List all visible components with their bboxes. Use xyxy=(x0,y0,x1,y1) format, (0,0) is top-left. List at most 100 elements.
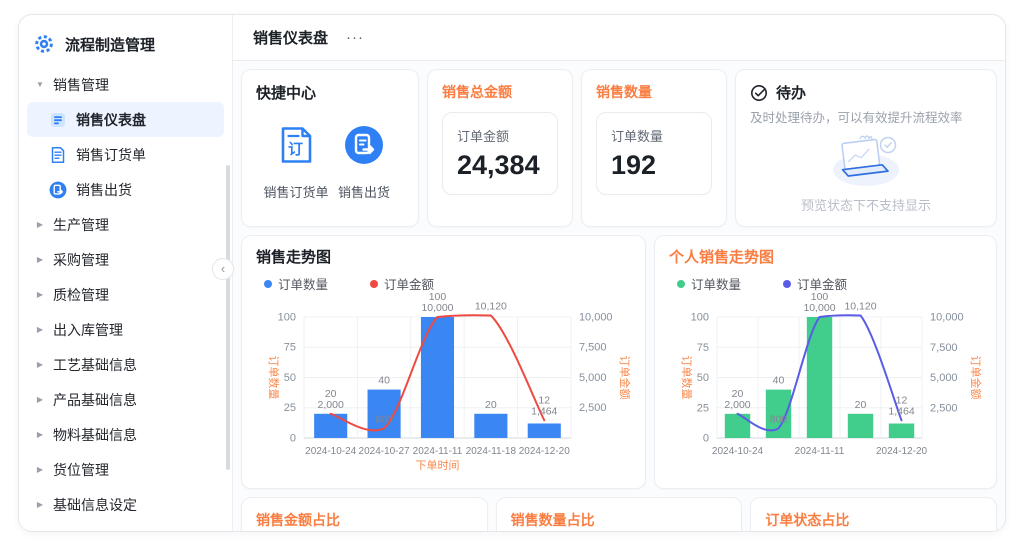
svg-text:10,120: 10,120 xyxy=(475,302,507,313)
svg-text:20: 20 xyxy=(485,400,497,411)
sidebar-scrollbar[interactable] xyxy=(226,165,230,470)
svg-text:订单数量: 订单数量 xyxy=(680,356,693,400)
sidebar-group-location[interactable]: 货位管理 xyxy=(19,452,232,487)
svg-text:50: 50 xyxy=(697,372,709,384)
svg-text:75: 75 xyxy=(697,342,709,354)
quantity-ratio-card: 销售数量占比 xyxy=(495,497,743,531)
more-actions-icon[interactable]: ··· xyxy=(346,29,365,46)
svg-text:2024-10-27: 2024-10-27 xyxy=(359,446,411,457)
caret-right-icon xyxy=(35,500,45,509)
svg-text:0: 0 xyxy=(290,433,296,445)
caret-right-icon xyxy=(35,395,45,404)
sidebar-group-purchase[interactable]: 采购管理 xyxy=(19,242,232,277)
chart-legend: 订单数量 订单金额 xyxy=(676,274,982,293)
total-amount-title: 销售总金额 xyxy=(442,84,512,100)
metric-value: 24,384 xyxy=(457,150,540,180)
legend-item-order-amount[interactable]: 订单金额 xyxy=(782,274,847,293)
legend-item-order-amount[interactable]: 订单金额 xyxy=(370,274,434,293)
svg-text:7,500: 7,500 xyxy=(930,342,958,354)
svg-text:2024-12-20: 2024-12-20 xyxy=(519,446,571,457)
legend-dot-icon xyxy=(782,279,791,288)
sales-quantity-title: 销售数量 xyxy=(596,84,652,100)
shortcut-sales-shipment[interactable]: 销售出货 xyxy=(330,125,398,201)
sidebar-group-label: 销售管理 xyxy=(53,76,109,93)
svg-text:2,500: 2,500 xyxy=(930,402,958,414)
sidebar-group-label: 产品基础信息 xyxy=(53,391,137,408)
sidebar-group-warehouse-io[interactable]: 出入库管理 xyxy=(19,312,232,347)
svg-text:2024-10-24: 2024-10-24 xyxy=(712,446,764,457)
order-status-ratio-title: 订单状态占比 xyxy=(765,512,850,528)
page-title: 销售仪表盘 xyxy=(253,30,329,47)
shortcut-label: 销售出货 xyxy=(337,185,390,200)
svg-text:1,464: 1,464 xyxy=(888,405,914,417)
shortcut-sales-order[interactable]: 订 销售订货单 xyxy=(262,125,330,201)
sidebar-group-label: 货位管理 xyxy=(53,461,109,478)
svg-text:12: 12 xyxy=(896,394,908,406)
svg-text:12: 12 xyxy=(538,395,550,406)
sidebar: 流程制造管理 销售管理 销售仪表盘 xyxy=(19,15,233,531)
svg-text:10,000: 10,000 xyxy=(803,302,835,314)
sidebar-collapse-button[interactable] xyxy=(212,258,234,280)
svg-text:800: 800 xyxy=(770,413,788,425)
svg-text:订: 订 xyxy=(288,141,303,158)
caret-right-icon xyxy=(35,290,45,299)
sidebar-group-material-info[interactable]: 物料基础信息 xyxy=(19,417,232,452)
svg-text:100: 100 xyxy=(691,312,709,324)
sales-trend-chart[interactable]: 2,000208004010,00010010,120201,464120255… xyxy=(256,292,632,478)
svg-text:1,464: 1,464 xyxy=(531,406,557,417)
legend-item-order-count[interactable]: 订单数量 xyxy=(264,274,328,293)
quick-center-title: 快捷中心 xyxy=(256,85,317,102)
shipment-icon xyxy=(344,125,384,170)
svg-text:10,000: 10,000 xyxy=(579,312,613,324)
caret-right-icon xyxy=(35,465,45,474)
order-doc-icon: 订 xyxy=(276,125,316,170)
sidebar-item-label: 销售出货 xyxy=(76,181,132,198)
svg-text:5,000: 5,000 xyxy=(930,372,958,384)
gear-logo-icon xyxy=(33,33,55,55)
svg-text:40: 40 xyxy=(378,376,390,387)
sidebar-item-sales-dashboard[interactable]: 销售仪表盘 xyxy=(27,102,224,137)
quick-center-card: 快捷中心 订 销售订货单 xyxy=(241,69,419,227)
caret-right-icon xyxy=(35,430,45,439)
metric-value: 192 xyxy=(611,150,657,180)
todo-subtitle: 及时处理待办，可以有效提升流程效率 xyxy=(750,111,963,125)
amount-ratio-card: 销售金额占比 xyxy=(241,497,488,531)
legend-dot-icon xyxy=(264,279,272,288)
sidebar-group-label: 基础信息设定 xyxy=(53,496,137,513)
sidebar-group-label: 生产管理 xyxy=(53,216,109,233)
app-window: 流程制造管理 销售管理 销售仪表盘 xyxy=(18,14,1006,532)
personal-sales-trend-title: 个人销售走势图 xyxy=(668,249,774,266)
svg-text:25: 25 xyxy=(697,402,709,414)
sidebar-item-sales-order[interactable]: 销售订货单 xyxy=(27,137,224,172)
svg-text:2024-11-11: 2024-11-11 xyxy=(413,446,463,457)
check-circle-icon xyxy=(750,84,768,102)
svg-text:25: 25 xyxy=(284,402,296,414)
sidebar-group-basic-settings[interactable]: 基础信息设定 xyxy=(19,487,232,522)
sidebar-group-label: 工艺基础信息 xyxy=(53,356,137,373)
personal-sales-trend-card: 个人销售走势图 订单数量 订单金额 2,000 20 800 40 10,000 100 1… xyxy=(653,235,997,489)
sidebar-item-sales-shipment[interactable]: 销售出货 xyxy=(27,172,224,207)
sidebar-group-process-info[interactable]: 工艺基础信息 xyxy=(19,347,232,382)
svg-text:下单时间: 下单时间 xyxy=(416,459,460,472)
svg-text:2024-11-11: 2024-11-11 xyxy=(795,446,845,457)
metric-label: 订单数量 xyxy=(611,129,664,144)
svg-text:2,000: 2,000 xyxy=(318,400,344,411)
legend-item-order-count[interactable]: 订单数量 xyxy=(676,274,741,293)
sales-trend-title: 销售走势图 xyxy=(256,249,332,266)
personal-sales-trend-chart[interactable]: 2,000208004010,00010010,120201,464120255… xyxy=(669,291,983,478)
svg-text:2024-11-18: 2024-11-18 xyxy=(466,446,517,457)
sidebar-group-quality[interactable]: 质检管理 xyxy=(19,277,232,312)
svg-text:50: 50 xyxy=(284,372,296,384)
dashboard-content: 快捷中心 订 销售订货单 xyxy=(233,61,1005,531)
todo-empty-text: 预览状态下不支持显示 xyxy=(800,198,931,213)
quantity-ratio-title: 销售数量占比 xyxy=(510,512,595,528)
sidebar-group-production[interactable]: 生产管理 xyxy=(19,207,232,242)
sidebar-group-auxiliary[interactable]: 辅助应用管理 计算用L 勿 xyxy=(19,522,232,531)
svg-text:7,500: 7,500 xyxy=(579,342,607,354)
total-amount-card: 销售总金额 订单金额 24,384 xyxy=(427,69,573,227)
svg-text:100: 100 xyxy=(429,292,447,303)
svg-text:40: 40 xyxy=(773,375,785,387)
sidebar-group-product-info[interactable]: 产品基础信息 xyxy=(19,382,232,417)
svg-text:2,500: 2,500 xyxy=(579,402,607,414)
sidebar-group-sales[interactable]: 销售管理 xyxy=(19,67,232,102)
